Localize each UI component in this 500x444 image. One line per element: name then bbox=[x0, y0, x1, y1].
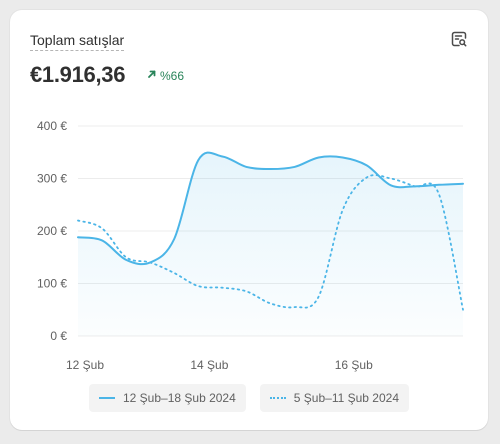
y-tick-label: 400 € bbox=[37, 119, 67, 133]
arrow-up-right-icon bbox=[146, 68, 158, 83]
legend-label: 12 Şub–18 Şub 2024 bbox=[123, 391, 236, 405]
x-tick-label: 12 Şub bbox=[66, 358, 104, 372]
y-tick-label: 0 € bbox=[50, 329, 67, 343]
x-tick-label: 14 Şub bbox=[190, 358, 228, 372]
card-title[interactable]: Toplam satışlar bbox=[30, 32, 125, 51]
total-sales-card: Toplam satışlar €1.916,36 %66 0 € 100 € 20… bbox=[10, 10, 488, 430]
series-line-1 bbox=[77, 151, 464, 266]
series-area-1 bbox=[78, 152, 463, 336]
legend-swatch bbox=[99, 397, 115, 399]
change-value: %66 bbox=[160, 68, 185, 83]
series-line-2 bbox=[77, 174, 464, 311]
total-sales-value: €1.916,36 bbox=[30, 62, 126, 87]
chart-search-icon bbox=[450, 30, 468, 53]
chart-legend: 12 Şub–18 Şub 2024 5 Şub–11 Şub 2024 bbox=[10, 384, 488, 412]
legend-swatch bbox=[269, 397, 286, 399]
explore-report-button[interactable] bbox=[448, 30, 470, 52]
y-tick-label: 300 € bbox=[37, 172, 67, 186]
legend-item-1[interactable]: 12 Şub–18 Şub 2024 bbox=[89, 384, 246, 412]
sales-line-chart: 0 € 100 € 200 € 300 € 400 € 12 Şub 14 Şub 16 Şu… bbox=[37, 119, 464, 372]
change-badge: %66 bbox=[146, 68, 184, 83]
y-tick-label: 100 € bbox=[37, 277, 67, 291]
legend-item-2[interactable]: 5 Şub–11 Şub 2024 bbox=[259, 384, 409, 412]
y-tick-label: 200 € bbox=[37, 224, 67, 238]
legend-label: 5 Şub–11 Şub 2024 bbox=[293, 391, 399, 405]
x-tick-label: 16 Şub bbox=[335, 358, 373, 372]
